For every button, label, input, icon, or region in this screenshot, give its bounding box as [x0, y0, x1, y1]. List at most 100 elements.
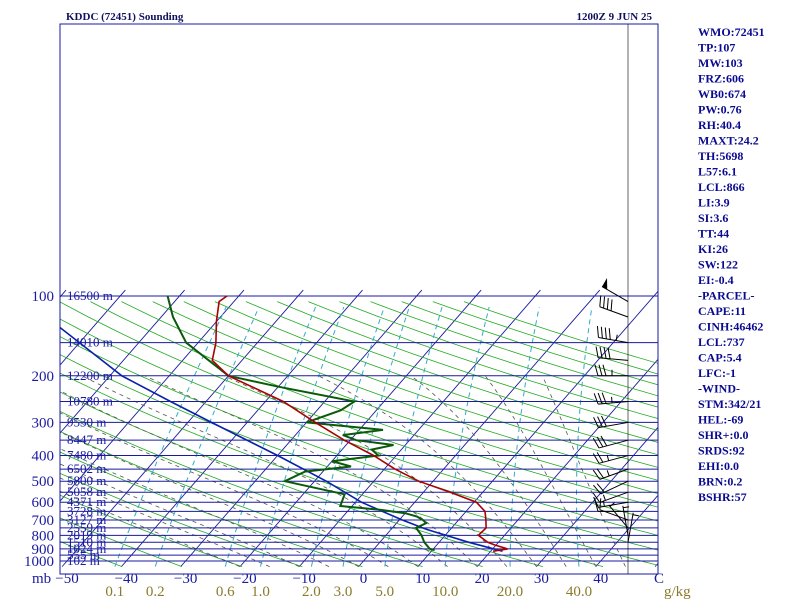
isotherm-line: [60, 289, 126, 366]
index-entry: FRZ:606: [698, 72, 744, 86]
wind-barb-full: [597, 392, 603, 404]
temperature-tick-label: 20: [475, 571, 490, 587]
wind-barb-full: [593, 484, 602, 495]
mixing-ratio-tick-label: 5.0: [375, 584, 394, 600]
wind-barb: [596, 326, 629, 344]
wind-barb-full: [594, 500, 599, 512]
wind-barb-full: [603, 296, 606, 309]
mixing-ratio-tick-label: 40.0: [566, 584, 592, 600]
dry-adiabat-line: [60, 301, 658, 522]
pressure-tick-label: 900: [32, 542, 55, 558]
mixing-ratio-line: [260, 306, 345, 567]
temperature-tick-label: 0: [360, 571, 368, 587]
moist-adiabat-line: [410, 375, 567, 567]
wind-barb-full: [608, 328, 611, 340]
dry-adiabat-line: [60, 391, 543, 567]
pressure-tick-label: 400: [32, 449, 55, 465]
wind-barb-full: [599, 346, 603, 359]
index-entry: TH:5698: [698, 149, 743, 163]
mixing-ratio-tick-label: 1.0: [251, 584, 270, 600]
mixing-ratio-line: [509, 306, 540, 567]
wind-barb: [627, 512, 639, 543]
wind-barb-staff: [600, 480, 629, 495]
temperature-tick-label: 40: [593, 571, 608, 587]
wind-barb-full: [606, 298, 609, 310]
mixing-ratio-line: [444, 306, 490, 567]
mixing-ratio-line: [114, 306, 227, 567]
wind-barb: [599, 498, 629, 521]
wind-barb-staff: [598, 357, 629, 361]
mixing-ratio-tick-label: 0.2: [146, 584, 165, 600]
mixing-ratio-tick-label: 0.6: [216, 584, 235, 600]
wind-barb-staff: [598, 400, 629, 405]
dry-adiabat-line: [90, 301, 658, 508]
height-label: 6502 m: [67, 461, 106, 476]
wind-barb-half: [611, 396, 613, 403]
wind-barb-half: [615, 334, 618, 341]
index-entry: SI:3.6: [698, 211, 728, 225]
pressure-tick-label: 700: [32, 513, 55, 529]
height-label: 16500 m: [67, 288, 113, 303]
wind-barb: [599, 295, 629, 318]
dry-adiabat-line: [183, 301, 658, 468]
index-entry: -PARCEL-: [698, 289, 754, 303]
height-label: 1510 m: [67, 534, 106, 549]
pressure-tick-label: 800: [32, 528, 55, 544]
height-label: 14010 m: [67, 335, 113, 350]
wind-barb-full: [607, 347, 611, 359]
wind-barb-full: [599, 498, 602, 510]
moist-adiabat-line: [484, 375, 597, 567]
wind-barb-half: [606, 470, 610, 477]
dry-adiabat-line: [277, 301, 658, 431]
dry-adiabat-line: [60, 517, 183, 567]
wind-barb: [593, 480, 629, 495]
mixing-ratio-tick-label: 10.0: [432, 584, 458, 600]
wind-barb: [592, 491, 629, 503]
wind-barb-staff: [598, 455, 629, 464]
isotherm-line: [60, 289, 245, 502]
temperature-tick-label: −40: [115, 571, 138, 587]
wind-barb-half: [602, 494, 606, 501]
wind-barb: [622, 505, 630, 536]
wind-barb-full: [601, 415, 607, 427]
wind-barb: [592, 435, 629, 449]
dry-adiabat-line: [60, 430, 423, 567]
wind-barb-full: [592, 492, 601, 503]
mixing-ratio-line: [154, 306, 260, 567]
station-title: KDDC (72451) Sounding: [66, 11, 184, 23]
height-labels: 16500 m 14010 m 12200 m 10780 m 9530 m 8447 m…: [67, 288, 113, 568]
pressure-unit-label: mb: [32, 571, 51, 587]
wind-barb: [594, 500, 628, 512]
dry-adiabat-line: [60, 494, 243, 567]
isotherm-line: [417, 290, 658, 567]
index-entry: KI:26: [698, 242, 728, 256]
temperature-tick-label: 30: [534, 571, 549, 587]
dry-adiabat-line: [245, 301, 658, 443]
mixing-ratio-line: [342, 306, 410, 567]
height-label: 7480 m: [67, 448, 106, 463]
wind-barb-full: [596, 452, 604, 463]
index-entry: TP:107: [698, 41, 735, 55]
pressure-tick-label: 1000: [24, 554, 54, 570]
height-label: 555 m: [67, 547, 100, 562]
wind-barb-full: [596, 468, 604, 479]
wind-barb-full: [596, 436, 604, 448]
wind-barb: [593, 392, 629, 405]
dry-adiabat-line: [60, 540, 123, 567]
index-entry: LCL:866: [698, 180, 745, 194]
temperature-unit-label: C: [654, 571, 664, 587]
height-label: 12200 m: [67, 368, 113, 383]
height-label: 8447 m: [67, 432, 106, 447]
wind-barb-full: [596, 483, 605, 493]
pressure-tick-label: 100: [32, 289, 55, 305]
wind-barb-staff: [598, 501, 629, 508]
index-entry: BRN:0.2: [698, 475, 742, 489]
height-label: 9530 m: [67, 414, 106, 429]
mixing-ratio-tick-label: 20.0: [497, 584, 523, 600]
isotherm-line: [595, 494, 658, 567]
wind-barb-full: [603, 347, 607, 359]
wind-barb-full: [593, 417, 599, 428]
mixing-ratio-line: [576, 306, 593, 567]
